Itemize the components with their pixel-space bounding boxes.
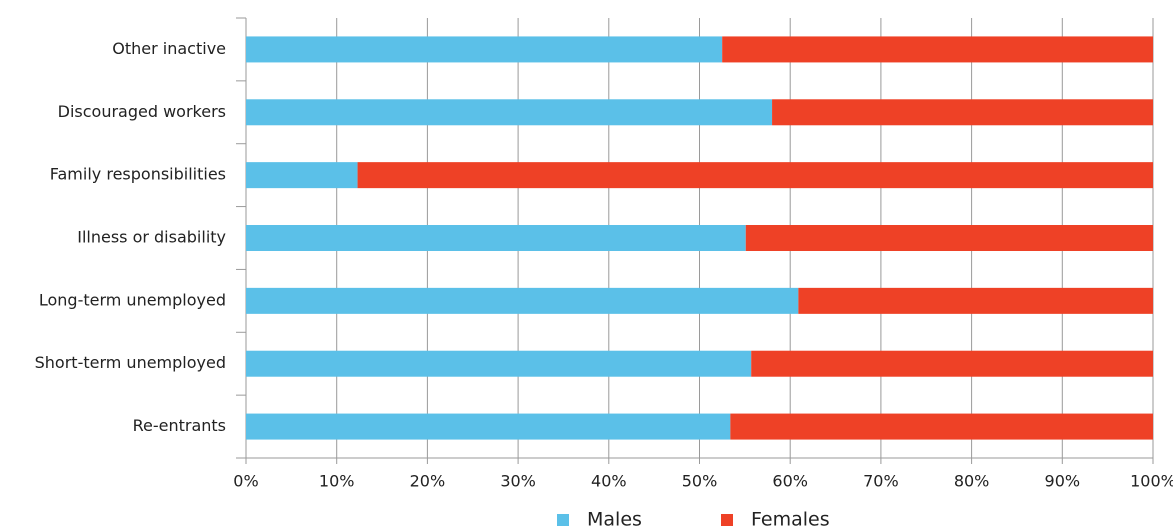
bar-segment — [246, 225, 746, 251]
bar-segment — [722, 36, 1153, 63]
bar-segment — [751, 350, 1153, 377]
bar-segment — [772, 99, 1153, 126]
y-tick-label: Illness or disability — [77, 228, 226, 247]
legend-label: Males — [587, 509, 642, 530]
x-tick-label: 50% — [682, 472, 718, 491]
y-tick-label: Other inactive — [112, 39, 226, 58]
bar-segment — [246, 350, 752, 377]
y-tick-label: Discouraged workers — [58, 102, 226, 121]
legend-swatch — [721, 514, 733, 526]
y-tick-label: Re-entrants — [133, 416, 226, 435]
y-tick-label: Short-term unemployed — [35, 353, 226, 372]
y-tick-label: Family responsibilities — [50, 165, 226, 184]
x-tick-label: 80% — [954, 472, 990, 491]
legend-label: Females — [751, 509, 830, 530]
legend-swatch — [557, 514, 569, 526]
x-tick-label: 40% — [591, 472, 627, 491]
x-tick-label: 70% — [863, 472, 899, 491]
bar-segment — [357, 162, 1153, 189]
x-tick-label: 100% — [1130, 472, 1173, 491]
x-tick-label: 10% — [319, 472, 355, 491]
bar-segment — [745, 225, 1153, 251]
bar-segment — [798, 287, 1153, 314]
bar-segment — [730, 413, 1153, 440]
x-tick-label: 0% — [233, 472, 258, 491]
bar-segment — [246, 287, 799, 314]
bar-segment — [246, 162, 358, 189]
x-tick-label: 20% — [410, 472, 446, 491]
bar-segment — [246, 413, 731, 440]
y-tick-label: Long-term unemployed — [39, 290, 226, 309]
bar-segment — [246, 36, 723, 63]
x-tick-label: 60% — [772, 472, 808, 491]
x-tick-label: 90% — [1045, 472, 1081, 491]
x-tick-label: 30% — [500, 472, 536, 491]
bar-segment — [246, 99, 773, 126]
